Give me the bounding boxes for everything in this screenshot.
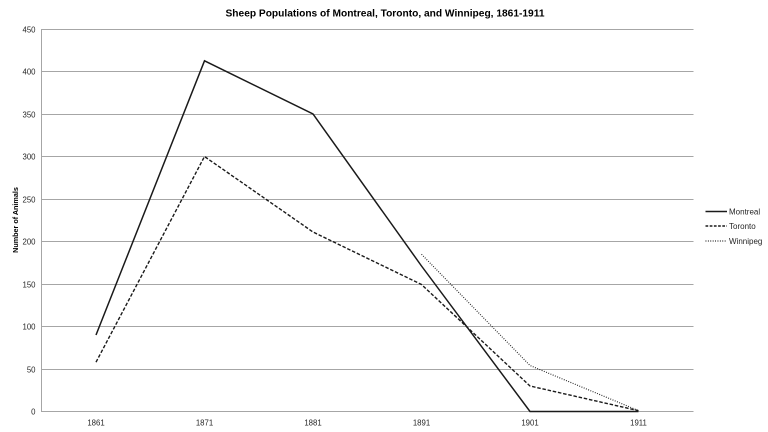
svg-text:Toronto: Toronto — [729, 222, 756, 231]
svg-text:0: 0 — [31, 408, 36, 417]
svg-text:250: 250 — [22, 196, 36, 205]
svg-text:1891: 1891 — [413, 419, 430, 428]
svg-text:400: 400 — [22, 68, 36, 77]
svg-text:50: 50 — [27, 366, 36, 375]
svg-text:100: 100 — [22, 323, 36, 332]
svg-text:300: 300 — [22, 153, 36, 162]
svg-text:1861: 1861 — [87, 419, 104, 428]
svg-text:Montreal: Montreal — [729, 207, 760, 216]
svg-text:1911: 1911 — [630, 419, 647, 428]
svg-text:1901: 1901 — [521, 419, 538, 428]
svg-text:Sheep Populations of Montreal,: Sheep Populations of Montreal, Toronto, … — [226, 9, 545, 20]
svg-text:200: 200 — [22, 238, 36, 247]
svg-text:1871: 1871 — [196, 419, 213, 428]
svg-text:1881: 1881 — [304, 419, 321, 428]
svg-text:350: 350 — [22, 111, 36, 120]
svg-text:Winnipeg: Winnipeg — [729, 237, 762, 246]
svg-text:450: 450 — [22, 26, 36, 35]
svg-text:150: 150 — [22, 281, 36, 290]
svg-text:Number of Animals: Number of Animals — [11, 187, 20, 253]
